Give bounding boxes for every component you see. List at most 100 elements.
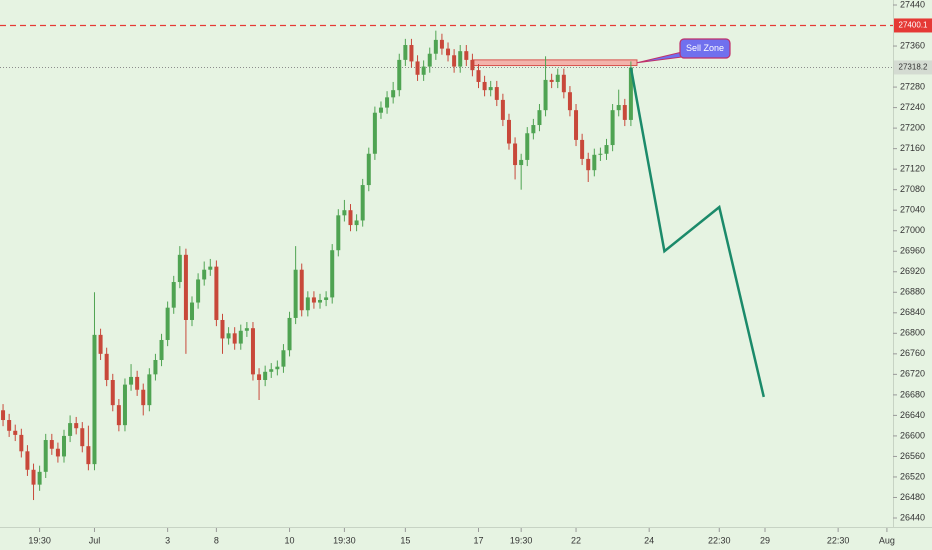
candle-body bbox=[37, 471, 42, 485]
candle-body bbox=[68, 423, 73, 436]
y-tick-label: 27360 bbox=[900, 40, 925, 50]
last-price-label-box bbox=[894, 60, 932, 75]
candle-body bbox=[482, 81, 487, 91]
candle-body bbox=[226, 333, 231, 339]
candle-body bbox=[580, 139, 585, 159]
candle-body bbox=[49, 440, 54, 449]
candle-body bbox=[196, 279, 201, 303]
candle-body bbox=[549, 79, 554, 82]
candle-body bbox=[366, 153, 371, 186]
candle-body bbox=[311, 297, 316, 303]
candle-body bbox=[555, 74, 560, 82]
candle-body bbox=[104, 353, 109, 381]
y-tick-label: 26560 bbox=[900, 451, 925, 461]
candle-body bbox=[567, 92, 572, 111]
projection-line bbox=[629, 67, 765, 398]
candle-body bbox=[238, 330, 243, 344]
candle-body bbox=[336, 215, 341, 251]
candle-body bbox=[348, 210, 353, 226]
candle-body bbox=[476, 70, 481, 82]
candle-body bbox=[80, 428, 85, 447]
candle-body bbox=[86, 446, 91, 465]
y-tick-label: 27160 bbox=[900, 143, 925, 153]
candle-body bbox=[506, 119, 511, 144]
candle-body bbox=[19, 434, 24, 452]
candle-body bbox=[98, 334, 103, 354]
y-tick-label: 26600 bbox=[900, 430, 925, 440]
candle-body bbox=[610, 110, 615, 146]
candle-body bbox=[141, 389, 146, 406]
candle-body bbox=[183, 254, 188, 320]
candle-body bbox=[122, 384, 127, 426]
x-tick-label: 17 bbox=[473, 535, 483, 545]
y-tick-label: 26800 bbox=[900, 328, 925, 338]
candle-body bbox=[427, 53, 432, 67]
candle-body bbox=[494, 87, 499, 100]
candle-body bbox=[458, 51, 463, 67]
y-tick-label: 26680 bbox=[900, 389, 925, 399]
candle-body bbox=[622, 105, 627, 120]
candle-body bbox=[354, 220, 359, 226]
candle-body bbox=[159, 339, 164, 360]
candle-body bbox=[488, 87, 493, 91]
candle-body bbox=[244, 328, 249, 331]
candle-body bbox=[391, 90, 396, 98]
candle-body bbox=[415, 61, 420, 75]
candle-body bbox=[305, 297, 310, 311]
candle-body bbox=[62, 435, 67, 457]
candle-body bbox=[293, 269, 298, 318]
candle-body bbox=[110, 380, 115, 406]
candle-body bbox=[269, 369, 274, 372]
candle-body bbox=[92, 334, 97, 465]
y-tick-label: 27440 bbox=[900, 0, 925, 9]
y-tick-label: 26640 bbox=[900, 410, 925, 420]
candle-body bbox=[628, 67, 633, 120]
sell-zone bbox=[471, 59, 638, 67]
x-tick-label: 29 bbox=[760, 535, 770, 545]
candle-body bbox=[153, 359, 158, 375]
candle-body bbox=[232, 333, 237, 344]
candle-body bbox=[129, 376, 134, 385]
candle-body bbox=[616, 105, 621, 111]
candle-body bbox=[324, 297, 329, 300]
y-tick-label: 27000 bbox=[900, 225, 925, 235]
candle-body bbox=[147, 374, 152, 406]
y-tick-label: 27040 bbox=[900, 205, 925, 215]
candle-body bbox=[574, 110, 579, 140]
candle-body bbox=[220, 319, 225, 339]
candle-body bbox=[116, 405, 121, 426]
resistance-label-box bbox=[894, 18, 932, 33]
x-tick-label: 8 bbox=[214, 535, 219, 545]
candle-body bbox=[397, 59, 402, 91]
candle-body bbox=[208, 266, 213, 270]
y-tick-label: 26720 bbox=[900, 369, 925, 379]
candle-body bbox=[531, 125, 536, 134]
candle-body bbox=[452, 55, 457, 67]
plot-area bbox=[0, 24, 893, 501]
candle-body bbox=[318, 299, 323, 303]
candle-body bbox=[171, 282, 176, 308]
candle-body bbox=[403, 45, 408, 60]
candle-body bbox=[250, 328, 255, 375]
x-tick-label: 10 bbox=[285, 535, 295, 545]
y-tick-label: 27080 bbox=[900, 184, 925, 194]
y-tick-label: 26760 bbox=[900, 348, 925, 358]
candle-body bbox=[500, 99, 505, 120]
last-price-label: 27318.2 bbox=[899, 63, 928, 72]
candle-body bbox=[287, 317, 292, 351]
candle-body bbox=[543, 79, 548, 111]
candle-body bbox=[43, 440, 48, 472]
y-tick-label: 27120 bbox=[900, 164, 925, 174]
x-tick-label: 19:30 bbox=[333, 535, 356, 545]
candle-body bbox=[433, 39, 438, 54]
x-tick-label: Jul bbox=[89, 535, 101, 545]
candle-body bbox=[372, 112, 377, 154]
candle-body bbox=[214, 266, 219, 320]
candle-body bbox=[7, 420, 12, 431]
x-tick-label: 3 bbox=[165, 535, 170, 545]
candle-body bbox=[74, 423, 79, 429]
candle-body bbox=[360, 185, 365, 221]
